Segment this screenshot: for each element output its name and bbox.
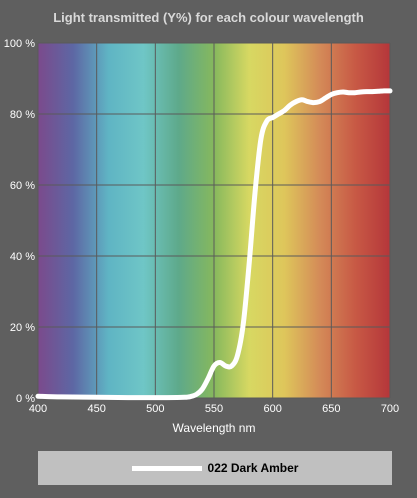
x-tick-label: 700	[381, 403, 399, 415]
grid	[37, 42, 391, 399]
x-tick-label: 600	[263, 403, 281, 415]
x-tick-label: 550	[205, 403, 223, 415]
y-tick-label: 60 %	[10, 180, 35, 192]
x-tick-label: 500	[146, 403, 164, 415]
y-tick-label: 40 %	[10, 251, 35, 263]
y-tick-label: 20 %	[10, 322, 35, 334]
y-tick-label: 100 %	[4, 38, 35, 50]
chart-title: Light transmitted (Y%) for each colour w…	[53, 10, 364, 25]
legend: 022 Dark Amber	[38, 451, 392, 485]
y-tick-label: 80 %	[10, 109, 35, 121]
transmission-curve	[35, 88, 393, 401]
legend-swatch	[131, 465, 202, 471]
legend-label: 022 Dark Amber	[207, 461, 299, 475]
tick-labels: 400 450 500 550 600 650 700 0 % 20 % 40 % 60 % 80 %…	[4, 38, 399, 415]
y-tick-label: 0 %	[16, 393, 35, 405]
x-tick-label: 450	[87, 403, 105, 415]
x-tick-label: 650	[322, 403, 340, 415]
x-axis-title: Wavelength nm	[173, 421, 256, 435]
x-tick-label: 400	[29, 403, 47, 415]
